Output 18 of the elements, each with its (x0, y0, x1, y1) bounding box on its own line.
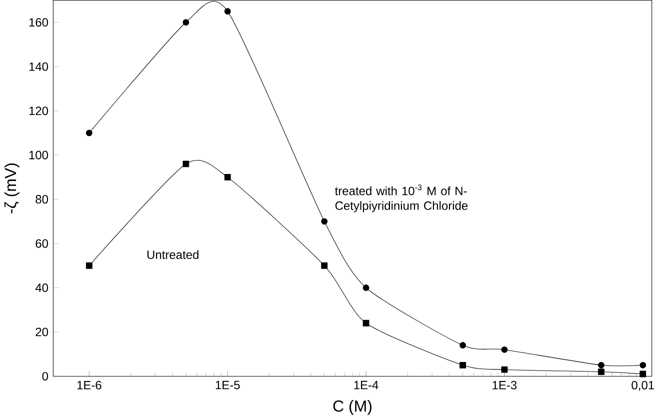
x-tick-label: 1E-5 (216, 380, 240, 390)
y-tick-label: 120 (29, 106, 48, 115)
y-tick-label: 80 (36, 194, 48, 204)
x-tick-label: 1E-3 (492, 380, 517, 390)
y-tick-label: 40 (35, 283, 48, 292)
x-tick-label: 0,01 (632, 380, 654, 391)
y-axis-title: -ζ (mV) (4, 163, 20, 214)
x-tick-label: 1E-6 (77, 380, 102, 390)
y-tick-label: 140 (29, 62, 48, 71)
x-axis-title: C (M) (333, 400, 372, 415)
series-label: treated with 10$^{-3}$ M of N-Cetylpiyridinium Chloride (334, 184, 468, 212)
y-tick-label: 20 (36, 328, 48, 336)
y-tick-label: 100 (29, 150, 48, 160)
y-tick-label: 160 (29, 18, 48, 26)
x-tick-label: 1E-4 (354, 380, 378, 390)
y-tick-label: 0 (42, 372, 48, 380)
y-tick-label: 60 (36, 239, 48, 248)
text: Untreated (147, 250, 198, 259)
